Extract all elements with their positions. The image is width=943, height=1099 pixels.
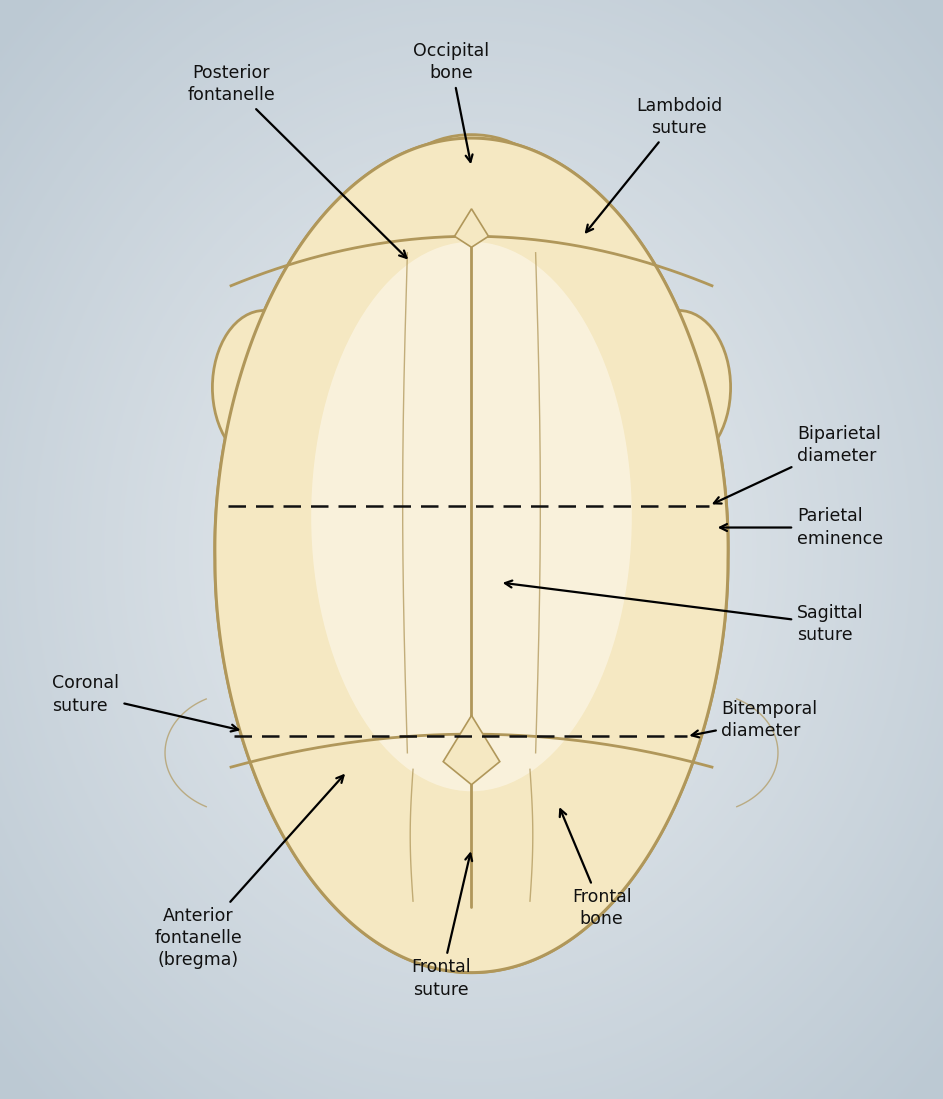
Text: Parietal
eminence: Parietal eminence bbox=[720, 508, 883, 547]
Text: Anterior
fontanelle
(bregma): Anterior fontanelle (bregma) bbox=[154, 776, 343, 969]
Text: Occipital
bone: Occipital bone bbox=[413, 42, 488, 162]
Text: Bitemporal
diameter: Bitemporal diameter bbox=[691, 700, 818, 740]
Text: Frontal
bone: Frontal bone bbox=[560, 809, 632, 929]
Polygon shape bbox=[215, 138, 728, 973]
Ellipse shape bbox=[311, 242, 632, 791]
Ellipse shape bbox=[389, 134, 554, 260]
Text: Sagittal
suture: Sagittal suture bbox=[505, 580, 864, 644]
Text: Biparietal
diameter: Biparietal diameter bbox=[714, 425, 881, 503]
Polygon shape bbox=[455, 209, 488, 247]
Text: Frontal
suture: Frontal suture bbox=[411, 854, 472, 999]
Text: Coronal
suture: Coronal suture bbox=[52, 675, 239, 732]
Text: Posterior
fontanelle: Posterior fontanelle bbox=[187, 64, 406, 258]
Ellipse shape bbox=[627, 310, 731, 465]
Text: Lambdoid
suture: Lambdoid suture bbox=[587, 97, 722, 232]
Ellipse shape bbox=[212, 310, 316, 465]
Polygon shape bbox=[443, 715, 500, 785]
Polygon shape bbox=[215, 138, 728, 973]
